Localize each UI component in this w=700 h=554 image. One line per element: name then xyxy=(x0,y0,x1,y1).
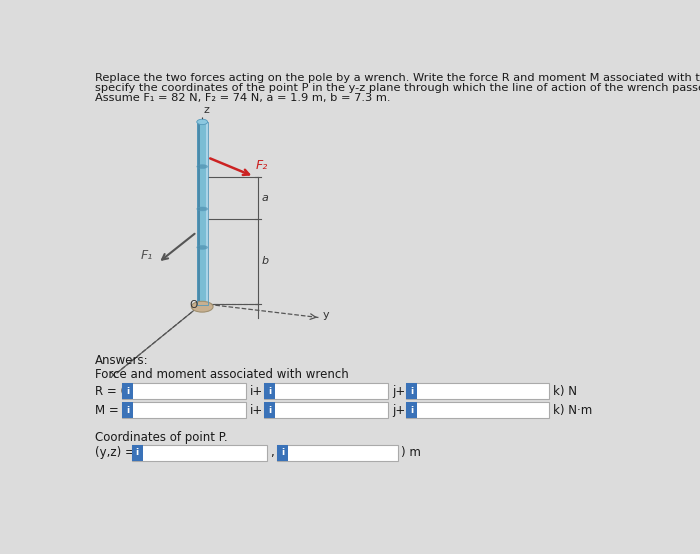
FancyBboxPatch shape xyxy=(406,383,417,399)
FancyBboxPatch shape xyxy=(264,402,388,418)
FancyBboxPatch shape xyxy=(206,122,208,305)
Text: y: y xyxy=(322,310,329,320)
FancyBboxPatch shape xyxy=(122,383,133,399)
Text: specify the coordinates of the point P in the y-z plane through which the line o: specify the coordinates of the point P i… xyxy=(95,83,700,93)
Ellipse shape xyxy=(197,119,208,125)
Text: i: i xyxy=(126,406,130,415)
Text: Replace the two forces acting on the pole by a wrench. Write the force R and mom: Replace the two forces acting on the pol… xyxy=(95,73,700,83)
Text: i: i xyxy=(281,448,284,457)
FancyBboxPatch shape xyxy=(264,402,275,418)
FancyBboxPatch shape xyxy=(122,383,246,399)
FancyBboxPatch shape xyxy=(200,122,206,305)
Text: F₂: F₂ xyxy=(256,159,268,172)
FancyBboxPatch shape xyxy=(122,402,246,418)
FancyBboxPatch shape xyxy=(406,402,550,418)
Text: ,: , xyxy=(270,446,274,459)
Text: Coordinates of point P.: Coordinates of point P. xyxy=(95,430,228,444)
Text: Answers:: Answers: xyxy=(95,355,149,367)
Ellipse shape xyxy=(197,207,208,211)
Text: i: i xyxy=(410,406,413,415)
Text: i: i xyxy=(410,387,413,396)
FancyBboxPatch shape xyxy=(132,444,267,461)
Text: i+: i+ xyxy=(251,384,263,398)
Text: i: i xyxy=(136,448,139,457)
Text: Force and moment associated with wrench: Force and moment associated with wrench xyxy=(95,367,349,381)
FancyBboxPatch shape xyxy=(277,444,288,461)
Ellipse shape xyxy=(197,245,208,249)
Text: (y,z) = (: (y,z) = ( xyxy=(95,446,144,459)
Text: F₁: F₁ xyxy=(141,249,153,262)
FancyBboxPatch shape xyxy=(132,444,143,461)
Text: i+: i+ xyxy=(251,404,263,417)
FancyBboxPatch shape xyxy=(277,444,398,461)
Text: i: i xyxy=(126,387,130,396)
FancyBboxPatch shape xyxy=(264,383,275,399)
Text: O: O xyxy=(190,300,198,310)
FancyBboxPatch shape xyxy=(197,122,200,305)
Text: Assume F₁ = 82 N, F₂ = 74 N, a = 1.9 m, b = 7.3 m.: Assume F₁ = 82 N, F₂ = 74 N, a = 1.9 m, … xyxy=(95,93,391,102)
Text: a: a xyxy=(261,193,268,203)
Text: b: b xyxy=(261,257,268,266)
FancyBboxPatch shape xyxy=(122,402,133,418)
Text: i: i xyxy=(268,387,271,396)
Ellipse shape xyxy=(191,301,213,312)
Text: x: x xyxy=(109,370,116,379)
FancyBboxPatch shape xyxy=(264,383,388,399)
FancyBboxPatch shape xyxy=(406,402,417,418)
Ellipse shape xyxy=(197,165,208,168)
Text: i: i xyxy=(268,406,271,415)
Text: M = (: M = ( xyxy=(95,404,127,417)
Text: R = (: R = ( xyxy=(95,384,125,398)
Text: k) N: k) N xyxy=(553,384,578,398)
FancyBboxPatch shape xyxy=(406,383,550,399)
Text: z: z xyxy=(204,105,209,115)
Text: j+: j+ xyxy=(392,384,405,398)
Text: ) m: ) m xyxy=(401,446,421,459)
Text: k) N·m: k) N·m xyxy=(553,404,592,417)
Text: j+: j+ xyxy=(392,404,405,417)
